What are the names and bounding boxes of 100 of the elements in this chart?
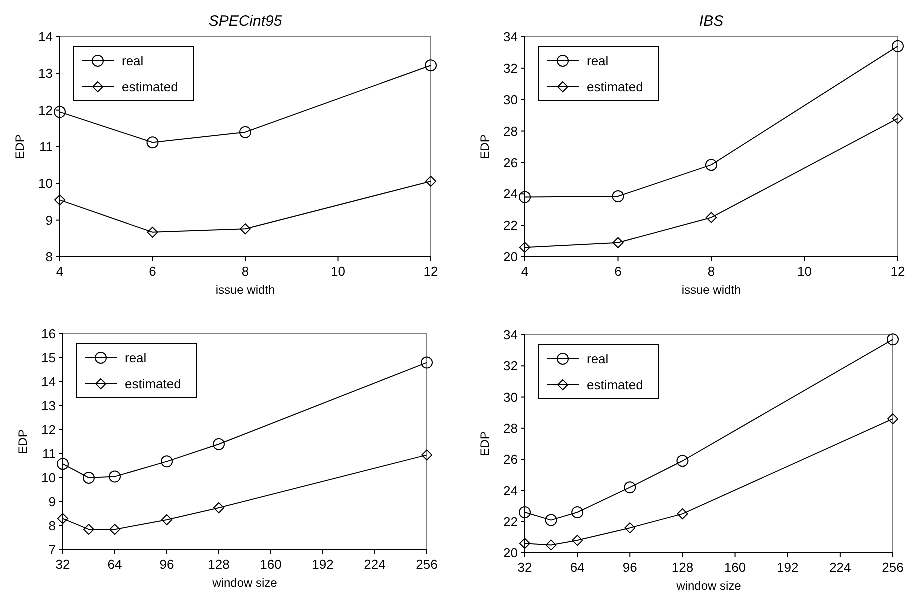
x-tick-label: 256 xyxy=(882,560,904,575)
x-axis-title: window size xyxy=(212,576,278,590)
y-tick-label: 26 xyxy=(504,155,518,170)
y-tick-label: 15 xyxy=(42,350,56,366)
x-tick-label: 6 xyxy=(614,264,622,279)
legend-label: estimated xyxy=(122,80,178,95)
point xyxy=(147,226,158,238)
x-tick-label: 224 xyxy=(830,560,852,575)
y-tick-label: 16 xyxy=(42,326,56,342)
y-tick-label: 13 xyxy=(42,398,56,414)
point xyxy=(545,514,558,526)
x-tick-label: 96 xyxy=(622,560,638,575)
chart-title: SPECint95 xyxy=(208,13,283,30)
y-tick-label: 20 xyxy=(504,546,518,561)
y-axis-title: EDP xyxy=(478,134,492,160)
y-tick-label: 11 xyxy=(42,446,56,462)
point xyxy=(706,159,718,172)
point xyxy=(426,176,436,187)
point xyxy=(213,438,225,450)
point xyxy=(892,40,904,52)
point xyxy=(161,456,173,468)
y-tick-label: 20 xyxy=(504,250,518,265)
y-tick-label: 32 xyxy=(504,358,518,374)
y-tick-label: 32 xyxy=(504,60,518,76)
point xyxy=(677,508,688,520)
point xyxy=(110,524,120,536)
point xyxy=(572,506,584,519)
x-tick-label: 4 xyxy=(521,264,529,279)
y-tick-label: 22 xyxy=(504,514,518,530)
y-tick-label: 8 xyxy=(48,518,56,534)
y-tick-label: 22 xyxy=(504,218,518,234)
x-tick-label: 192 xyxy=(312,557,334,572)
y-tick-label: 26 xyxy=(504,452,518,468)
point xyxy=(676,455,689,468)
y-tick-label: 34 xyxy=(504,328,518,343)
y-tick-label: 11 xyxy=(40,140,53,155)
point xyxy=(162,514,172,526)
x-tick-label: 8 xyxy=(708,264,716,279)
point xyxy=(612,237,624,248)
y-tick-label: 14 xyxy=(42,374,56,390)
y-tick-label: 7 xyxy=(48,542,56,558)
point xyxy=(84,524,94,536)
x-tick-label: 128 xyxy=(672,560,694,575)
y-tick-label: 14 xyxy=(38,30,53,45)
x-tick-label: 6 xyxy=(149,264,156,279)
y-tick-label: 30 xyxy=(504,92,518,108)
point xyxy=(892,113,904,124)
point xyxy=(624,522,636,534)
y-tick-label: 9 xyxy=(46,212,53,228)
point xyxy=(425,60,437,72)
x-tick-label: 160 xyxy=(724,560,746,575)
y-tick-label: 10 xyxy=(42,470,56,486)
point xyxy=(214,502,224,514)
point xyxy=(520,538,530,550)
x-tick-label: 64 xyxy=(570,560,585,575)
y-tick-label: 30 xyxy=(504,390,518,405)
x-tick-label: 256 xyxy=(416,557,438,572)
y-tick-label: 9 xyxy=(48,494,56,510)
point xyxy=(519,191,531,204)
x-tick-label: 10 xyxy=(798,264,812,279)
chart-title: IBS xyxy=(699,13,724,30)
point xyxy=(57,458,69,470)
x-tick-label: 8 xyxy=(242,264,250,279)
x-tick-label: 32 xyxy=(518,560,532,575)
point xyxy=(888,414,898,425)
x-tick-label: 64 xyxy=(108,557,122,572)
point xyxy=(240,224,251,235)
point xyxy=(422,450,432,461)
point xyxy=(546,540,557,551)
point xyxy=(706,212,717,224)
point xyxy=(421,356,433,369)
y-tick-label: 10 xyxy=(38,176,53,192)
x-tick-label: 12 xyxy=(890,264,906,279)
y-tick-label: 13 xyxy=(38,66,53,82)
y-tick-label: 28 xyxy=(504,124,518,139)
point xyxy=(887,334,899,346)
legend-label: real xyxy=(122,54,144,69)
legend-label: real xyxy=(587,54,609,69)
x-tick-label: 12 xyxy=(424,264,438,279)
x-tick-label: 224 xyxy=(364,557,386,572)
y-tick-label: 24 xyxy=(504,186,518,202)
point xyxy=(520,242,530,254)
point xyxy=(519,506,531,519)
point xyxy=(83,472,95,484)
point xyxy=(624,482,636,494)
y-tick-label: 12 xyxy=(42,422,56,438)
point xyxy=(109,470,121,483)
x-tick-label: 96 xyxy=(160,557,174,572)
x-axis-title: issue width xyxy=(216,283,276,297)
x-tick-label: 10 xyxy=(331,264,346,279)
y-tick-label: 34 xyxy=(504,30,518,45)
point xyxy=(240,126,252,138)
legend-label: estimated xyxy=(125,376,182,392)
x-tick-label: 128 xyxy=(208,557,230,572)
x-tick-label: 4 xyxy=(56,264,64,279)
point xyxy=(54,194,66,206)
y-axis-title: EDP xyxy=(13,134,27,160)
point xyxy=(54,106,66,118)
x-tick-label: 160 xyxy=(260,557,282,572)
point xyxy=(612,190,624,202)
